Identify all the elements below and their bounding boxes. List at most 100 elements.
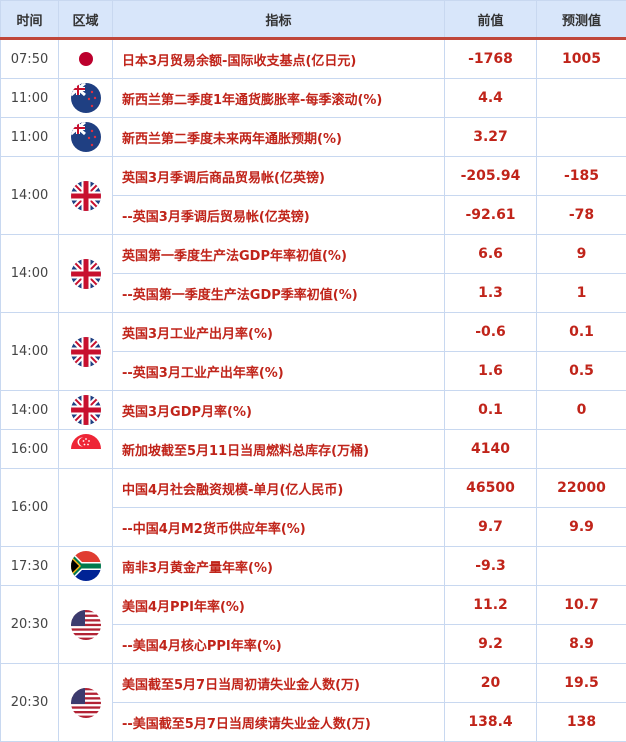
us-flag-icon bbox=[70, 687, 101, 718]
header-row: 时间 区域 指标 前值 预测值 bbox=[0, 0, 626, 40]
table-row[interactable]: --美国4月核心PPI年率(%) 9.2 8.9 bbox=[1, 624, 626, 664]
previous-value: 138.4 bbox=[444, 702, 537, 742]
region-cell bbox=[58, 468, 113, 547]
forecast-value: 9 bbox=[536, 234, 626, 274]
table-row[interactable]: --英国第一季度生产法GDP季率初值(%) 1.3 1 bbox=[1, 273, 626, 313]
forecast-value: 0 bbox=[536, 390, 626, 430]
table-row[interactable]: 20:30 美国截至5月7日当周初请失业金人数(万) 20 19.5 bbox=[0, 663, 626, 742]
table-row[interactable]: 11:00 新西兰第二季度1年通货膨胀率-每季滚动(%) 4.4 bbox=[0, 78, 626, 118]
previous-value: -205.94 bbox=[444, 156, 537, 196]
event-time: 07:50 bbox=[0, 38, 59, 79]
region-cell bbox=[58, 38, 113, 79]
previous-value: -92.61 bbox=[444, 195, 537, 235]
table-row[interactable]: --英国3月工业产出年率(%) 1.6 0.5 bbox=[1, 351, 626, 391]
indicator-name[interactable]: --美国截至5月7日当周续请失业金人数(万) bbox=[112, 702, 445, 742]
previous-value: 1.6 bbox=[444, 351, 537, 391]
event-time: 20:30 bbox=[0, 663, 59, 742]
previous-value: 4.4 bbox=[444, 78, 537, 118]
event-time: 14:00 bbox=[0, 312, 59, 391]
region-cell bbox=[58, 429, 113, 469]
header-previous: 前值 bbox=[444, 0, 537, 40]
region-cell bbox=[58, 156, 113, 235]
indicator-name[interactable]: 美国4月PPI年率(%) bbox=[112, 585, 445, 625]
uk-flag-icon bbox=[70, 180, 101, 211]
region-cell bbox=[58, 234, 113, 313]
table-row[interactable]: 17:30 南非3月黄金产量年率(%) -9.3 bbox=[0, 546, 626, 586]
header-indicator: 指标 bbox=[112, 0, 445, 40]
table-row[interactable]: 11:00 新西兰第二季度未来两年通胀预期(%) 3.27 bbox=[0, 117, 626, 157]
indicator-name[interactable]: 英国第一季度生产法GDP年率初值(%) bbox=[112, 234, 445, 274]
new-zealand-flag-icon bbox=[70, 122, 101, 152]
indicator-name[interactable]: 英国3月季调后商品贸易帐(亿英镑) bbox=[112, 156, 445, 196]
event-time: 14:00 bbox=[0, 234, 59, 313]
event-time: 11:00 bbox=[0, 78, 59, 118]
table-row[interactable]: 16:00 新加坡截至5月11日当周燃料总库存(万桶) 4140 bbox=[0, 429, 626, 469]
south-africa-flag-icon bbox=[70, 551, 101, 581]
forecast-value: -78 bbox=[536, 195, 626, 235]
forecast-value: 19.5 bbox=[536, 663, 626, 703]
indicator-name[interactable]: --中国4月M2货币供应年率(%) bbox=[112, 507, 445, 547]
event-time: 14:00 bbox=[0, 390, 59, 430]
table-row[interactable]: 14:00 英国3月GDP月率(%) 0.1 0 bbox=[0, 390, 626, 430]
table-row[interactable]: 14:00 英国3月季调后商品贸易帐(亿英镑) -205.94 -185 bbox=[0, 156, 626, 235]
previous-value: -9.3 bbox=[444, 546, 537, 586]
singapore-flag-icon bbox=[70, 434, 101, 464]
uk-flag-icon bbox=[70, 258, 101, 289]
table-row[interactable]: --美国截至5月7日当周续请失业金人数(万) 138.4 138 bbox=[1, 702, 626, 742]
forecast-value bbox=[536, 117, 626, 157]
previous-value: 11.2 bbox=[444, 585, 537, 625]
forecast-value: 22000 bbox=[536, 468, 626, 508]
japan-flag-icon bbox=[70, 44, 101, 74]
previous-value: 9.7 bbox=[444, 507, 537, 547]
event-time: 17:30 bbox=[0, 546, 59, 586]
table-row[interactable]: 16:00 中国4月社会融资规模-单月(亿人民币) 46500 22000 bbox=[0, 468, 626, 547]
previous-value: 1.3 bbox=[444, 273, 537, 313]
indicator-name[interactable]: --英国3月工业产出年率(%) bbox=[112, 351, 445, 391]
indicator-name[interactable]: 南非3月黄金产量年率(%) bbox=[112, 546, 445, 586]
previous-value: 4140 bbox=[444, 429, 537, 469]
table-row[interactable]: 14:00 英国第一季度生产法GDP年率初值(%) 6.6 9 bbox=[0, 234, 626, 313]
table-row[interactable]: --英国3月季调后贸易帐(亿英镑) -92.61 -78 bbox=[1, 195, 626, 235]
previous-value: 0.1 bbox=[444, 390, 537, 430]
forecast-value: 1 bbox=[536, 273, 626, 313]
region-cell bbox=[58, 117, 113, 157]
new-zealand-flag-icon bbox=[70, 83, 101, 113]
table-row[interactable]: --中国4月M2货币供应年率(%) 9.7 9.9 bbox=[1, 507, 626, 547]
forecast-value: 10.7 bbox=[536, 585, 626, 625]
indicator-name[interactable]: 新西兰第二季度1年通货膨胀率-每季滚动(%) bbox=[112, 78, 445, 118]
header-forecast: 预测值 bbox=[536, 0, 626, 40]
table-row[interactable]: 20:30 美国4月PPI年率(%) 11.2 10.7 bbox=[0, 585, 626, 664]
indicator-name[interactable]: 日本3月贸易余额-国际收支基点(亿日元) bbox=[112, 38, 445, 79]
indicator-name[interactable]: 英国3月GDP月率(%) bbox=[112, 390, 445, 430]
forecast-value: 0.1 bbox=[536, 312, 626, 352]
forecast-value: 8.9 bbox=[536, 624, 626, 664]
forecast-value: -185 bbox=[536, 156, 626, 196]
indicator-name[interactable]: --美国4月核心PPI年率(%) bbox=[112, 624, 445, 664]
forecast-value bbox=[536, 546, 626, 586]
region-cell bbox=[58, 78, 113, 118]
event-time: 20:30 bbox=[0, 585, 59, 664]
indicator-name[interactable]: 英国3月工业产出月率(%) bbox=[112, 312, 445, 352]
event-time: 14:00 bbox=[0, 156, 59, 235]
previous-value: 20 bbox=[444, 663, 537, 703]
table-row[interactable]: 07:50 日本3月贸易余额-国际收支基点(亿日元) -1768 1005 bbox=[0, 38, 626, 79]
previous-value: 46500 bbox=[444, 468, 537, 508]
event-time: 11:00 bbox=[0, 117, 59, 157]
table-row[interactable]: 14:00 英国3月工业产出月率(%) -0.6 0.1 bbox=[0, 312, 626, 391]
indicator-name[interactable]: 新西兰第二季度未来两年通胀预期(%) bbox=[112, 117, 445, 157]
previous-value: 3.27 bbox=[444, 117, 537, 157]
region-cell bbox=[58, 663, 113, 742]
indicator-name[interactable]: --英国第一季度生产法GDP季率初值(%) bbox=[112, 273, 445, 313]
uk-flag-icon bbox=[70, 395, 101, 425]
indicator-name[interactable]: 中国4月社会融资规模-单月(亿人民币) bbox=[112, 468, 445, 508]
previous-value: 9.2 bbox=[444, 624, 537, 664]
region-cell bbox=[58, 390, 113, 430]
region-cell bbox=[58, 312, 113, 391]
indicator-name[interactable]: --英国3月季调后贸易帐(亿英镑) bbox=[112, 195, 445, 235]
indicator-name[interactable]: 美国截至5月7日当周初请失业金人数(万) bbox=[112, 663, 445, 703]
forecast-value: 138 bbox=[536, 702, 626, 742]
forecast-value: 1005 bbox=[536, 38, 626, 79]
indicator-name[interactable]: 新加坡截至5月11日当周燃料总库存(万桶) bbox=[112, 429, 445, 469]
forecast-value bbox=[536, 78, 626, 118]
